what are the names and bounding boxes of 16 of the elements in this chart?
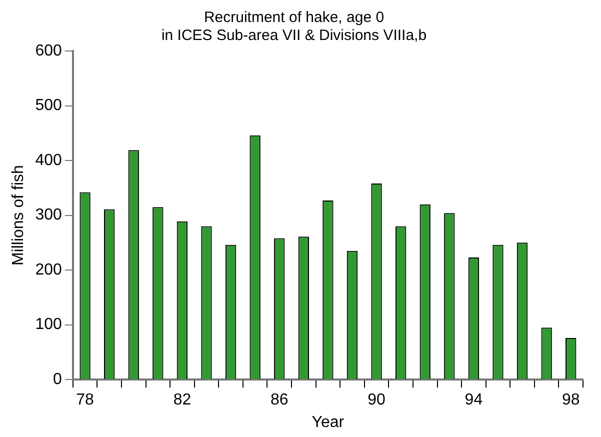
- chart-title: Recruitment of hake, age 0 in ICES Sub-area VII & Divisions VIIIa,b: [161, 9, 427, 44]
- x-axis-title: Year: [312, 414, 345, 431]
- y-tick-label: 200: [35, 261, 62, 278]
- x-tick-label: 90: [368, 392, 386, 409]
- y-tick-label: 0: [52, 371, 62, 388]
- x-tick-label: 78: [76, 392, 94, 409]
- y-tick-label: 400: [35, 152, 62, 169]
- x-tick-label: 86: [270, 392, 288, 409]
- y-tick-label: 100: [35, 316, 62, 334]
- y-tick-label: 500: [35, 97, 62, 114]
- y-axis-title: Millions of fish: [10, 165, 28, 266]
- x-tick-label: 82: [173, 392, 192, 409]
- y-tick-label: 300: [35, 206, 62, 224]
- x-tick-label: 94: [464, 392, 483, 409]
- y-tick-label: 600: [35, 42, 62, 60]
- x-tick-label: 98: [562, 392, 580, 409]
